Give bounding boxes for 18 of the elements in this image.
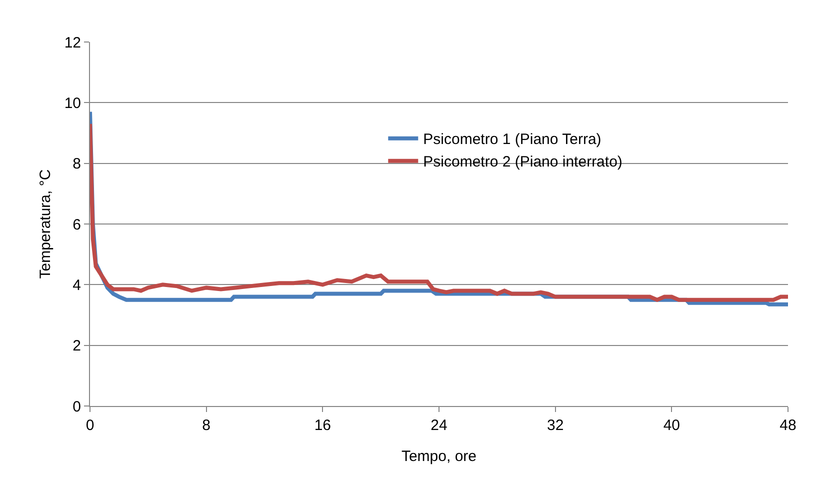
x-tick-label: 40	[663, 417, 680, 434]
legend-label: Psicometro 2 (Piano interrato)	[423, 154, 622, 171]
y-tick-label: 0	[72, 398, 81, 416]
y-axis-title: Temperatura, °C	[37, 169, 54, 279]
y-tick-label: 8	[72, 156, 81, 173]
x-tick-label: 0	[86, 417, 94, 434]
x-tick-label: 16	[314, 417, 332, 434]
x-tick-label: 48	[780, 417, 796, 434]
x-tick-label: 8	[202, 417, 210, 434]
x-tick-label: 24	[430, 417, 448, 434]
y-tick-label: 6	[72, 216, 81, 234]
legend-label: Psicometro 1 (Piano Terra)	[423, 131, 602, 148]
x-tick-label: 32	[546, 417, 564, 434]
y-tick-label: 4	[72, 276, 81, 294]
y-tick-label: 12	[64, 34, 81, 52]
y-tick-label: 2	[72, 338, 81, 355]
y-tick-label: 10	[64, 94, 81, 112]
x-axis-title: Tempo, ore	[401, 448, 477, 465]
